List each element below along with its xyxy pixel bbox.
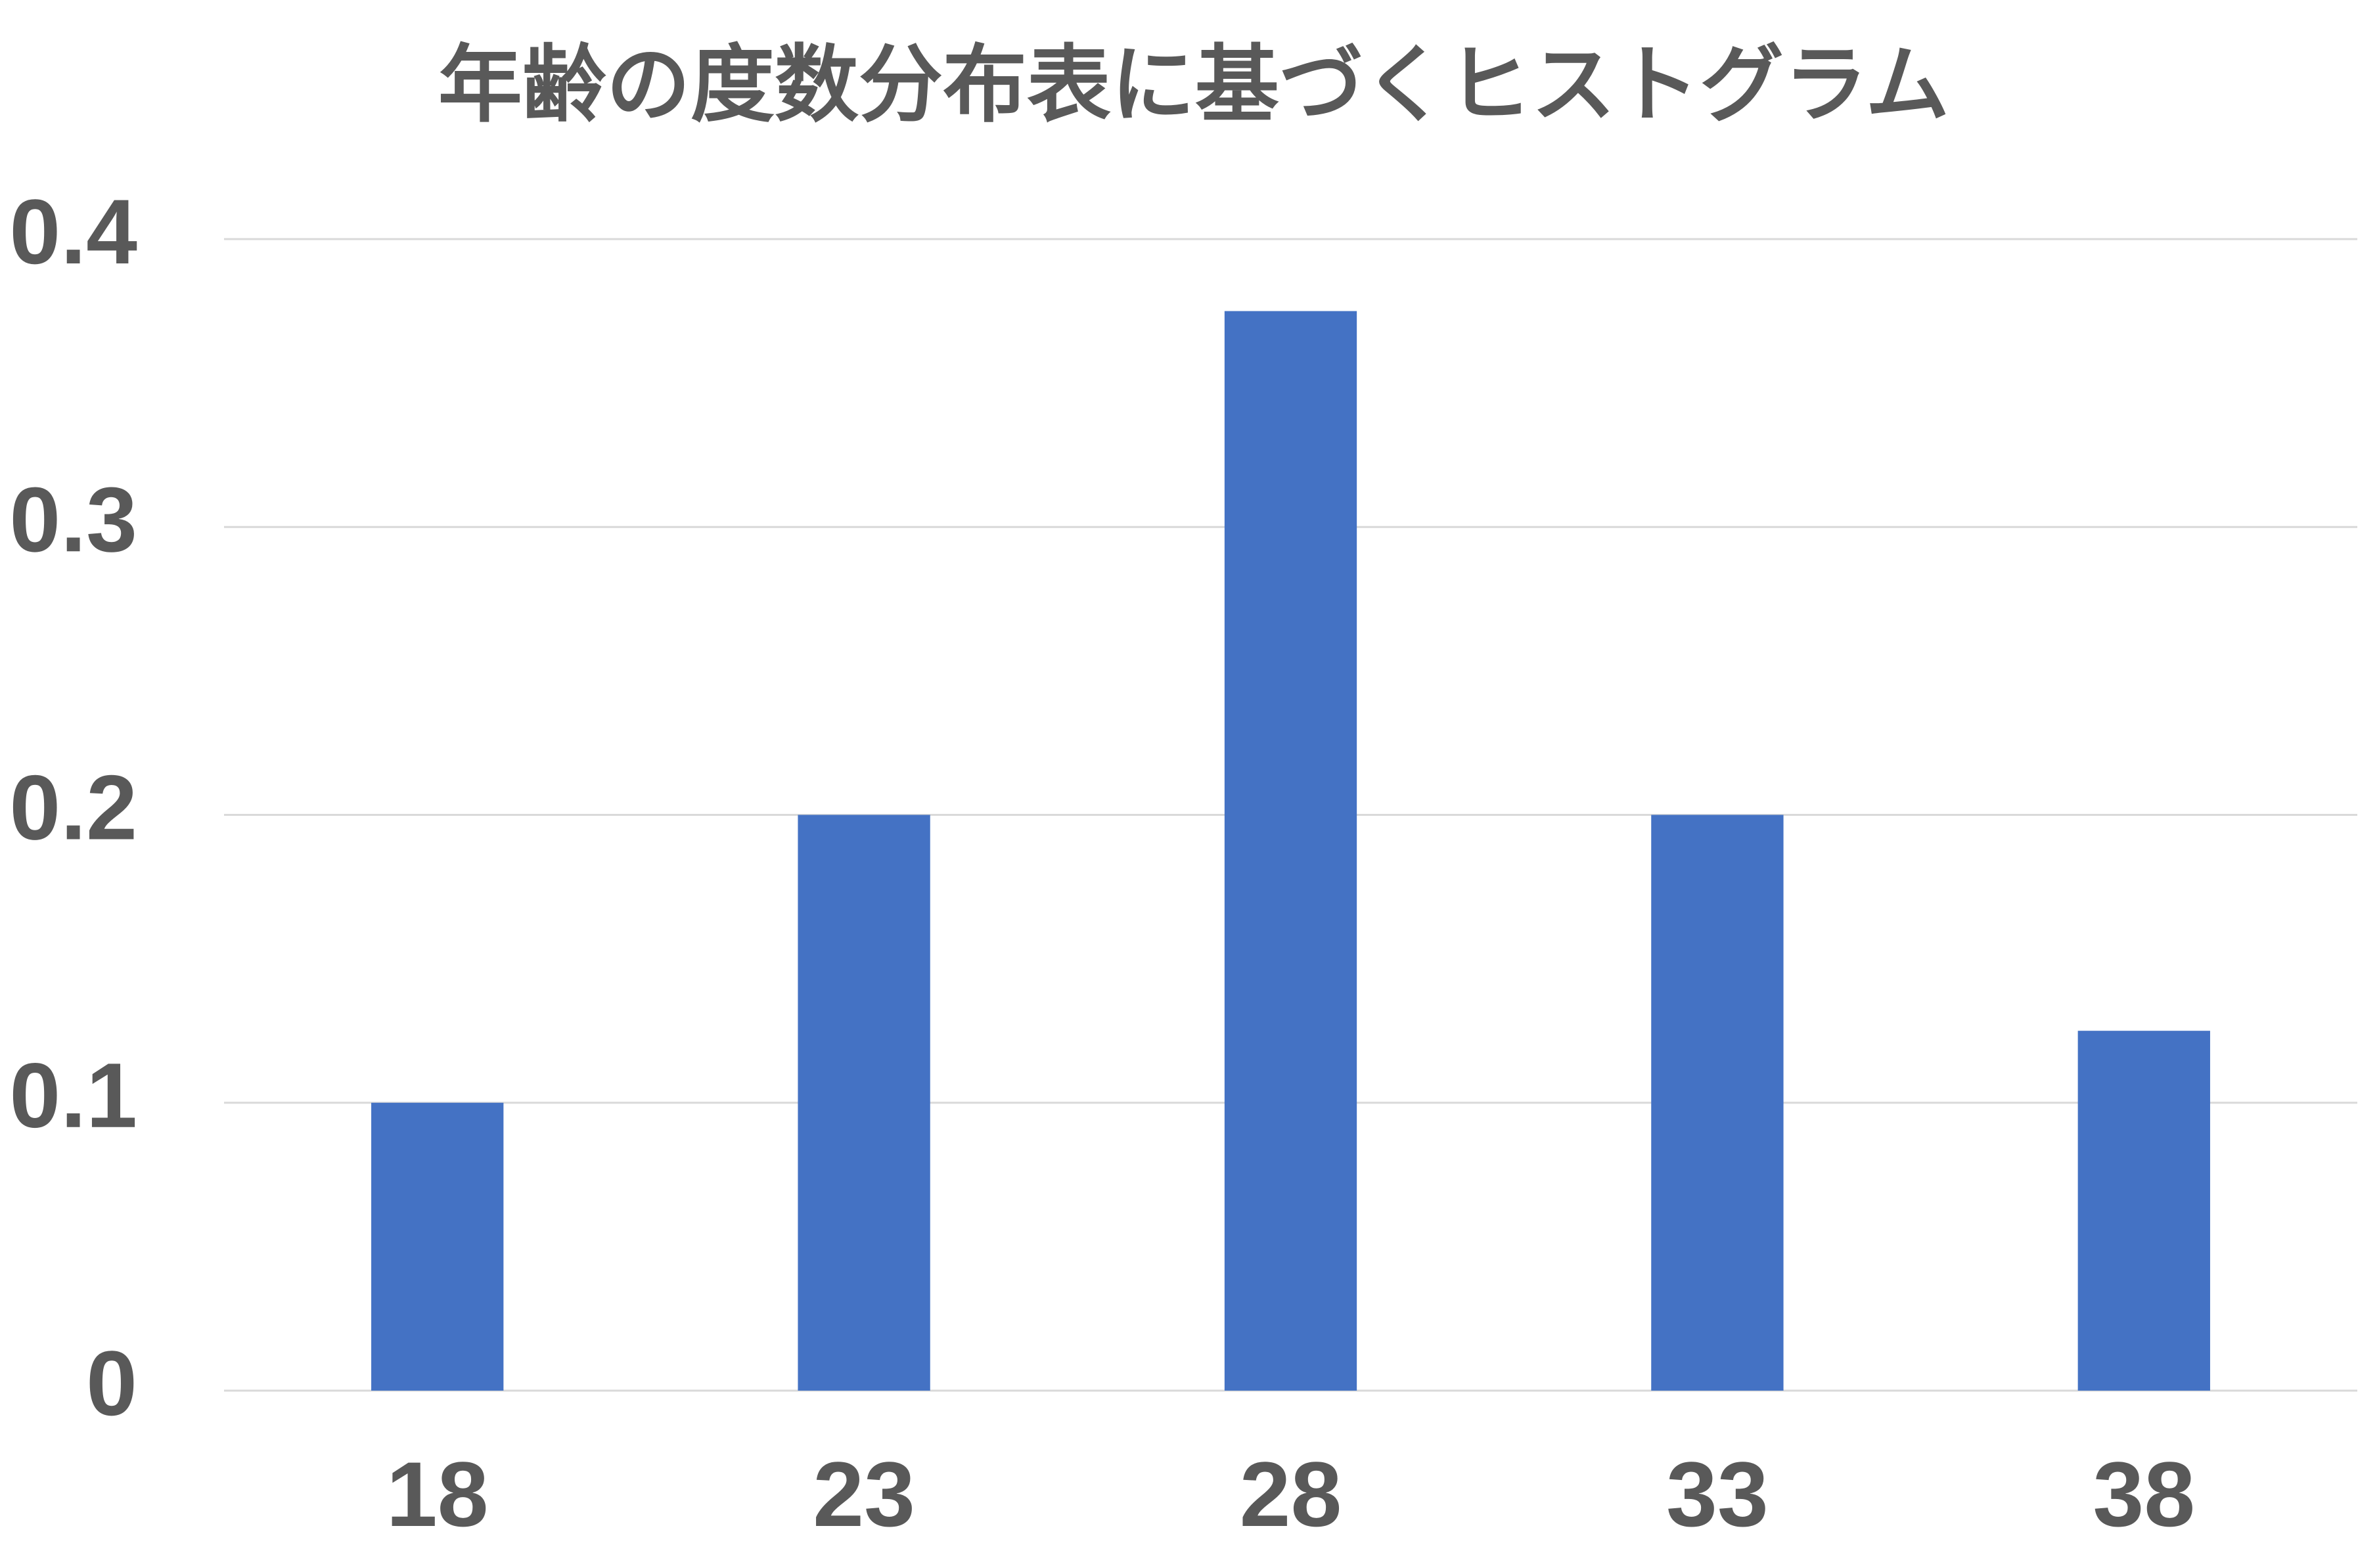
x-tick-label: 33 [1666, 1443, 1769, 1546]
y-tick-label: 0 [86, 1332, 137, 1435]
bar [1224, 311, 1357, 1391]
chart-title: 年齢の度数分布表に基づくヒストグラム [438, 38, 1949, 132]
x-tick-label: 28 [1240, 1443, 1342, 1546]
y-tick-label: 0.1 [9, 1044, 137, 1147]
x-tick-label: 23 [813, 1443, 915, 1546]
x-tick-label: 18 [386, 1443, 489, 1546]
x-tick-label: 38 [2093, 1443, 2195, 1546]
y-tick-label: 0.3 [9, 468, 137, 571]
bar [2077, 1031, 2210, 1391]
bar [1651, 815, 1784, 1391]
bar [371, 1102, 504, 1391]
y-tick-label: 0.4 [9, 180, 137, 283]
bar [798, 815, 930, 1391]
y-tick-label: 0.2 [9, 755, 137, 859]
